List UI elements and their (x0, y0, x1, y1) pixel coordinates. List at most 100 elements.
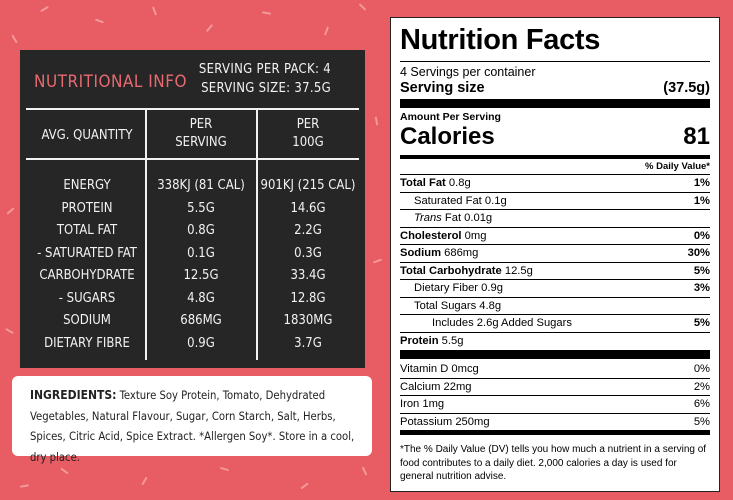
ingredients-card: INGREDIENTS: Texture Soy Protein, Tomato… (12, 376, 372, 464)
header-per-100g: PER 100G (292, 117, 324, 150)
serving-size-label: Serving size (400, 80, 485, 96)
vitamin-label: Iron 1mg (400, 398, 445, 410)
table-row: DIETARY FIBRE 0.9G 3.7G (20, 336, 365, 359)
header-per-serving: PER SERVING (175, 117, 227, 150)
table-row: PROTEIN 5.5G 14.6G (20, 201, 365, 224)
per-100g-value: 2.2G (294, 223, 322, 238)
nutrient-label: Cholesterol (400, 229, 462, 242)
per-serving-value: 0.1G (187, 245, 215, 261)
nutrient-amount: 0.9g (481, 282, 503, 294)
serving-per-pack: SERVING PER PACK: 4 (198, 62, 331, 77)
table-row: ENERGY 338KJ (81 CAL) 901KJ (215 CAL) (20, 178, 365, 201)
nutrient-row: Dietary Fiber 0.9g 3% (400, 280, 710, 298)
calories-row: Calories 81 (400, 123, 710, 151)
vitamin-row: Vitamin D 0mcg 0% (400, 361, 710, 379)
nutrient-dv: 5% (693, 264, 710, 277)
vitamin-dv: 2% (693, 380, 710, 393)
nutrient-name: CARBOHYDRATE (39, 268, 135, 283)
nutrient-label: Total Carbohydrate (400, 264, 502, 277)
calories-label: Calories (400, 123, 495, 150)
nutrient-amount: 0mg (464, 229, 487, 242)
per-serving-value: 338KJ (81 CAL) (157, 178, 245, 193)
nutrient-row: Cholesterol 0mg 0% (400, 228, 710, 245)
nutrient-row: Total Sugars 4.8g (400, 298, 710, 315)
vitamin-dv: 5% (693, 415, 710, 428)
serving-size-row: Serving size (37.5g) (400, 80, 710, 96)
nutrient-amount: 686mg (444, 247, 479, 259)
table-row: CARBOHYDRATE 12.5G 33.4G (20, 268, 365, 291)
nutrient-name: - SATURATED FAT (37, 245, 137, 261)
nutrient-label: Includes 2.6g Added Sugars (432, 317, 572, 329)
nutrient-name: PROTEIN (61, 200, 113, 216)
per-100g-value: 3.7G (294, 335, 322, 351)
nutrient-dv: 5% (693, 317, 710, 329)
vitamin-label: Calcium 22mg (400, 380, 472, 393)
vitamin-dv: 0% (693, 363, 710, 375)
nutrition-facts-label: Nutrition Facts 4 Servings per container… (390, 17, 720, 492)
nutrient-dv: 1% (693, 194, 710, 207)
nutrient-amount: 12.5g (504, 264, 533, 277)
vitamin-label: Vitamin D 0mcg (400, 363, 479, 375)
vitamin-list: Vitamin D 0mcg 0% Calcium 22mg 2% Iron 1… (400, 361, 710, 431)
per-serving-value: 5.5G (187, 200, 215, 216)
per-serving-value: 686MG (180, 313, 222, 328)
nutrient-amount: 4.8g (479, 299, 502, 312)
per-100g-value: 1830MG (283, 313, 333, 328)
nutrient-list: Total Fat 0.8g 1% Saturated Fat 0.1g 1% … (400, 175, 710, 349)
header-avg-quantity: AVG. QUANTITY (41, 128, 133, 143)
vitamin-row: Potassium 250mg 5% (400, 414, 710, 431)
vitamin-row: Iron 1mg 6% (400, 396, 710, 414)
nutrient-name: - SUGARS (58, 290, 116, 306)
divider (400, 350, 710, 359)
nutrient-label: Total Fat (400, 177, 446, 189)
nutrient-dv: 30% (687, 247, 710, 259)
per-serving-value: 12.5G (183, 268, 219, 283)
serving-size: SERVING SIZE: 37.5G (201, 81, 331, 96)
divider (400, 431, 710, 435)
nutrient-name: SODIUM (63, 313, 111, 328)
table-row: - SUGARS 4.8G 12.8G (20, 291, 365, 314)
nutrient-name: DIETARY FIBRE (44, 335, 130, 351)
nutrient-row: Protein 5.5g (400, 333, 710, 350)
calories-value: 81 (683, 123, 710, 150)
table-row: TOTAL FAT 0.8G 2.2G (20, 223, 365, 246)
ingredients-text: Texture Soy Protein, Tomato, Dehydrated … (30, 389, 355, 464)
per-100g-value: 14.6G (290, 200, 326, 216)
nutrient-name: ENERGY (63, 178, 111, 193)
nutrient-label: Dietary Fiber (414, 282, 479, 294)
amount-per-serving: Amount Per Serving (400, 111, 501, 123)
nutrition-facts-title: Nutrition Facts (400, 24, 601, 56)
servings-per-container: 4 Servings per container (400, 65, 536, 79)
serving-size-value: (37.5g) (663, 80, 710, 96)
divider (26, 158, 359, 160)
nutrient-label: Saturated Fat (414, 194, 482, 207)
nutrient-row: Total Carbohydrate 12.5g 5% (400, 263, 710, 280)
daily-value-header: % Daily Value* (400, 160, 710, 175)
nutritional-info-panel: NUTRITIONAL INFO SERVING PER PACK: 4 SER… (20, 50, 365, 368)
per-serving-value: 4.8G (187, 290, 215, 306)
nutrient-amount: 5.5g (441, 334, 464, 347)
nutrient-label: Sodium (400, 247, 442, 259)
table-row: SODIUM 686MG 1830MG (20, 313, 365, 336)
nutrient-label: Trans (414, 212, 442, 224)
vitamin-label: Potassium 250mg (400, 415, 490, 428)
nutrient-row: Saturated Fat 0.1g 1% (400, 193, 710, 210)
nutrient-dv: 1% (693, 177, 710, 189)
nutrient-name: TOTAL FAT (56, 223, 118, 238)
nutrient-row: Total Fat 0.8g 1% (400, 175, 710, 193)
nutrient-amount: Fat 0.01g (444, 212, 493, 224)
divider (400, 155, 710, 159)
nutrient-row: Sodium 686mg 30% (400, 245, 710, 263)
nutrient-row: Trans Fat 0.01g (400, 210, 710, 228)
nutrient-amount: 0.1g (484, 194, 507, 207)
per-serving-value: 0.9G (187, 335, 215, 351)
divider (400, 99, 710, 108)
nutrient-amount: 0.8g (448, 177, 471, 189)
nutrient-label: Total Sugars (414, 299, 477, 312)
vitamin-dv: 6% (693, 398, 710, 410)
ingredients-label: INGREDIENTS: (30, 388, 117, 402)
nutritional-info-title: NUTRITIONAL INFO (34, 72, 188, 92)
divider (400, 61, 710, 62)
per-100g-value: 12.8G (290, 290, 326, 306)
nutrient-dv: 0% (693, 229, 710, 242)
